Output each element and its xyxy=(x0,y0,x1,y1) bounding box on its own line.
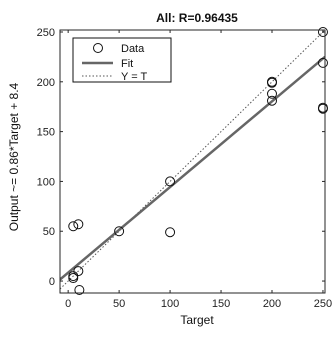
axes: 0 50 100 150 200 250 0 50 100 150 200 250 xyxy=(37,27,333,310)
data-point xyxy=(317,26,328,37)
data-point xyxy=(73,219,84,230)
data-point xyxy=(74,285,85,296)
x-tick-label: 50 xyxy=(113,298,125,310)
legend-fit-label: Fit xyxy=(121,58,133,70)
chart-title: All: R=0.96435 xyxy=(156,11,238,25)
data-point xyxy=(267,88,277,99)
legend-data-marker xyxy=(93,43,103,53)
data-point xyxy=(73,266,84,277)
axes-box xyxy=(59,29,326,294)
y-tick-label: 200 xyxy=(37,77,55,89)
legend-identity-label: Y = T xyxy=(121,71,147,83)
x-tick-label: 200 xyxy=(263,298,281,310)
x-tick-label: 0 xyxy=(65,298,71,310)
y-tick-label: 150 xyxy=(37,127,55,139)
data-point xyxy=(267,77,277,88)
x-tick-label: 100 xyxy=(161,298,179,310)
fit-line xyxy=(60,55,325,281)
legend-data-label: Data xyxy=(121,43,145,55)
y-tick-label: 250 xyxy=(37,27,55,39)
data-point xyxy=(317,57,328,68)
data-point xyxy=(317,103,328,114)
data-point xyxy=(68,221,79,232)
data-point xyxy=(165,227,176,238)
data-point xyxy=(165,176,176,187)
plot-area xyxy=(60,26,328,296)
plot-lines xyxy=(60,30,325,290)
y-tick-label: 0 xyxy=(49,276,55,288)
identity-line xyxy=(60,30,325,290)
legend-box xyxy=(72,37,172,83)
x-axis-label: Target xyxy=(180,313,214,327)
data-point xyxy=(267,95,277,106)
x-tick-label: 150 xyxy=(212,298,230,310)
data-point xyxy=(114,226,125,237)
y-tick-label: 100 xyxy=(37,176,55,188)
y-axis-label: Output ~= 0.86*Target + 8.4 xyxy=(7,82,21,231)
data-points xyxy=(68,26,328,296)
legend: Data Fit Y = T xyxy=(72,37,172,83)
x-tick-label: 250 xyxy=(314,298,332,310)
y-tick-label: 50 xyxy=(43,226,55,238)
data-point xyxy=(68,273,79,284)
